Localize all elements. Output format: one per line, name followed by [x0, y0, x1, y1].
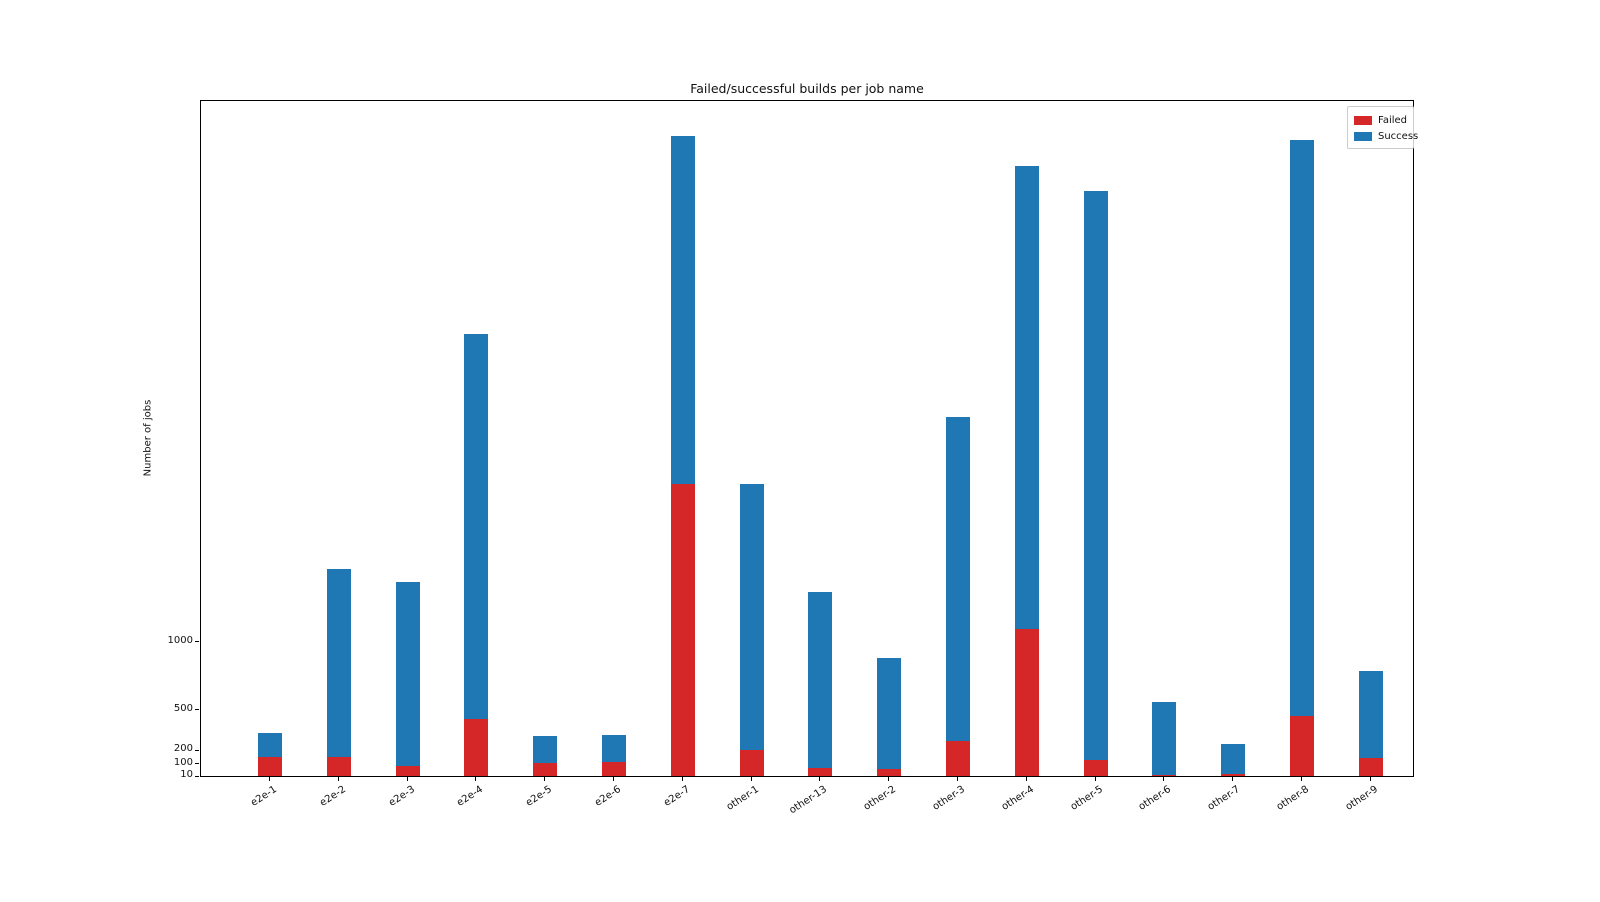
success-segment-e2e-3: [395, 582, 420, 766]
failed-segment-e2e-2: [326, 757, 351, 776]
y-tick-label-1000: 1000: [167, 634, 193, 646]
plot-area: [200, 100, 1414, 777]
failed-segment-other-5: [1083, 759, 1108, 776]
legend-label-failed: Failed: [1378, 114, 1408, 126]
success-segment-e2e-5: [533, 736, 558, 764]
failed-segment-other-13: [808, 767, 833, 776]
success-segment-other-3: [946, 417, 970, 741]
x-tick-e2e-1: [269, 777, 270, 781]
bar-other-2: [877, 657, 902, 776]
failed-segment-e2e-7: [670, 484, 695, 776]
success-segment-other-13: [808, 591, 833, 768]
bar-other-5: [1083, 190, 1108, 776]
legend: Failed Success: [1347, 106, 1418, 149]
x-tick-e2e-2: [337, 777, 339, 781]
bar-other-3: [946, 417, 970, 776]
failed-segment-other-4: [1014, 629, 1039, 776]
failed-segment-other-2: [877, 769, 902, 776]
failed-segment-other-7: [1221, 774, 1246, 776]
chart-title: Failed/successful builds per job name: [690, 81, 924, 96]
bar-e2e-7: [670, 136, 695, 776]
success-segment-other-7: [1221, 744, 1246, 775]
success-segment-other-8: [1290, 140, 1314, 717]
y-tick-label-200: 200: [173, 743, 193, 755]
bar-other-1: [739, 483, 764, 776]
bar-e2e-2: [326, 569, 351, 776]
success-segment-other-9: [1358, 670, 1383, 758]
bar-other-8: [1290, 140, 1314, 776]
x-tick-other-2: [888, 777, 890, 781]
y-tick-label-10: 10: [180, 769, 193, 781]
x-tick-other-5: [1094, 777, 1096, 781]
success-segment-other-4: [1014, 166, 1039, 630]
failed-segment-other-3: [946, 740, 970, 776]
failed-segment-e2e-6: [602, 761, 626, 776]
x-tick-other-1: [750, 777, 752, 781]
success-segment-other-1: [739, 483, 764, 750]
success-segment-e2e-6: [602, 735, 626, 762]
bar-e2e-3: [395, 582, 420, 776]
failed-segment-e2e-3: [395, 765, 420, 776]
legend-label-success: Success: [1378, 130, 1419, 142]
failed-segment-other-6: [1152, 774, 1177, 776]
success-segment-other-6: [1152, 702, 1177, 775]
x-tick-other-9: [1369, 777, 1371, 781]
success-segment-other-5: [1083, 190, 1108, 760]
failed-segment-e2e-5: [533, 763, 558, 776]
x-tick-other-8: [1301, 777, 1302, 781]
success-segment-e2e-2: [326, 569, 351, 758]
y-tick-500: [195, 709, 199, 711]
bar-other-4: [1014, 166, 1039, 776]
failed-segment-other-9: [1358, 757, 1383, 776]
bar-other-9: [1358, 670, 1383, 776]
x-tick-other-3: [957, 777, 958, 781]
failed-swatch: [1354, 115, 1372, 125]
figure: Failed/successful builds per job name Nu…: [142, 81, 1419, 817]
failed-segment-e2e-4: [464, 719, 489, 776]
bars-container: [201, 101, 1413, 776]
bar-e2e-5: [533, 736, 558, 776]
bar-other-6: [1152, 702, 1177, 776]
failed-segment-other-8: [1290, 716, 1314, 776]
x-tick-other-13: [819, 777, 821, 781]
bar-e2e-1: [258, 732, 282, 776]
x-tick-other-4: [1025, 777, 1027, 781]
success-segment-e2e-1: [258, 732, 282, 758]
x-tick-other-6: [1163, 777, 1165, 781]
bar-e2e-6: [602, 735, 626, 776]
y-tick-label-500: 500: [173, 702, 193, 714]
y-tick-200: [195, 749, 199, 751]
bar-other-13: [808, 591, 833, 776]
x-tick-e2e-4: [475, 777, 477, 781]
y-axis-label: Number of jobs: [142, 399, 154, 477]
legend-item-failed: Failed: [1354, 112, 1407, 128]
y-tick-10: [195, 775, 199, 777]
x-tick-e2e-7: [681, 777, 683, 781]
x-tick-e2e-3: [406, 777, 408, 781]
success-segment-other-2: [877, 657, 902, 770]
y-tick-label-100: 100: [173, 756, 193, 768]
success-swatch: [1354, 131, 1372, 141]
y-tick-100: [195, 763, 199, 765]
x-tick-other-7: [1232, 777, 1234, 781]
bar-e2e-4: [464, 334, 489, 776]
success-segment-e2e-4: [464, 334, 489, 720]
failed-segment-e2e-1: [258, 757, 282, 776]
y-tick-1000: [195, 641, 199, 643]
failed-segment-other-1: [739, 749, 764, 776]
x-tick-e2e-5: [544, 777, 546, 781]
success-segment-e2e-7: [670, 136, 695, 485]
x-tick-e2e-6: [613, 777, 614, 781]
bar-other-7: [1221, 744, 1246, 776]
legend-item-success: Success: [1354, 128, 1418, 144]
